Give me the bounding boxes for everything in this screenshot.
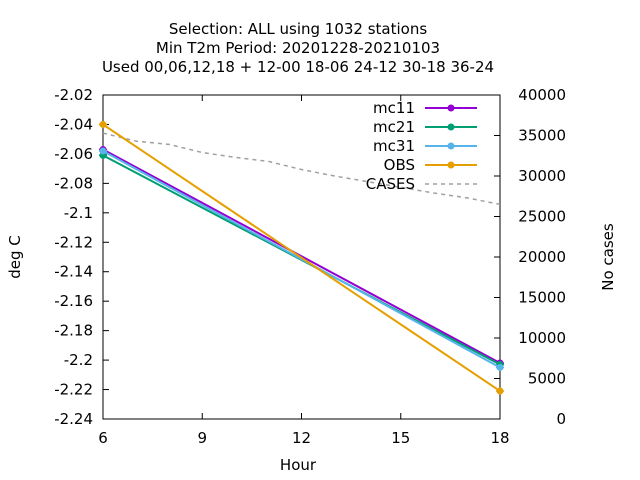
legend-label: mc31 xyxy=(373,137,415,155)
x-axis: 6 9 12 15 18 xyxy=(98,95,510,447)
y-tick-label: -2.22 xyxy=(54,381,93,399)
y-tick-label: -2.14 xyxy=(54,263,93,281)
cases-line xyxy=(102,132,501,206)
y-tick-label: -2.06 xyxy=(54,145,93,163)
y-tick-label: -2.24 xyxy=(54,410,93,428)
y2-tick-label: 20000 xyxy=(518,248,566,266)
cases-series xyxy=(102,132,501,206)
y-tick-label: -2.2 xyxy=(64,351,93,369)
y2-tick-label: 35000 xyxy=(518,127,566,145)
y2-tick-label: 40000 xyxy=(518,86,566,104)
y2-tick-label: 15000 xyxy=(518,289,566,307)
y2-tick-label: 25000 xyxy=(518,208,566,226)
x-tick-label: 18 xyxy=(490,429,509,447)
legend-label: OBS xyxy=(384,156,415,174)
y2-tick-label: 10000 xyxy=(518,329,566,347)
chart-title: Selection: ALL using 1032 stations Min T… xyxy=(102,20,494,76)
x-axis-label: Hour xyxy=(280,456,317,474)
y2-tick-label: 30000 xyxy=(518,167,566,185)
y2-axis: 0 5000 10000 15000 20000 25000 30000 35000 40000 xyxy=(494,86,566,428)
y-tick-label: -2.18 xyxy=(54,322,93,340)
series-line-mc31 xyxy=(102,150,501,369)
title-line-1: Selection: ALL using 1032 stations xyxy=(169,20,428,38)
title-line-2: Min T2m Period: 20201228-20210103 xyxy=(156,39,440,57)
legend-marker xyxy=(447,161,455,169)
y-tick-label: -2.08 xyxy=(54,174,93,192)
x-tick-label: 6 xyxy=(98,429,108,447)
legend-label: mc21 xyxy=(373,118,415,136)
series-line-mc11 xyxy=(102,148,501,364)
y2-axis-label: No cases xyxy=(599,223,617,291)
y2-tick-label: 5000 xyxy=(528,370,566,388)
series-line-OBS xyxy=(102,123,501,392)
title-line-3: Used 00,06,12,18 + 12-00 18-06 24-12 30-… xyxy=(102,58,494,76)
legend-marker xyxy=(447,104,455,112)
x-tick-label: 15 xyxy=(391,429,410,447)
legend-marker xyxy=(447,142,455,150)
y-tick-label: -2.16 xyxy=(54,292,93,310)
y-tick-label: -2.04 xyxy=(54,115,93,133)
y-axis: -2.02 -2.04 -2.06 -2.08 -2.1 -2.12 -2.14 -2.16 -… xyxy=(54,86,109,428)
y-axis-label: deg C xyxy=(6,235,24,279)
y-tick-label: -2.1 xyxy=(64,204,93,222)
x-tick-label: 12 xyxy=(292,429,311,447)
legend-marker xyxy=(447,123,455,131)
y-tick-label: -2.02 xyxy=(54,86,93,104)
y-tick-label: -2.12 xyxy=(54,233,93,251)
legend-label: mc11 xyxy=(373,99,415,117)
y2-tick-label: 0 xyxy=(556,410,566,428)
x-tick-label: 9 xyxy=(197,429,207,447)
plot-series xyxy=(99,120,504,395)
legend-label: CASES xyxy=(366,175,415,193)
